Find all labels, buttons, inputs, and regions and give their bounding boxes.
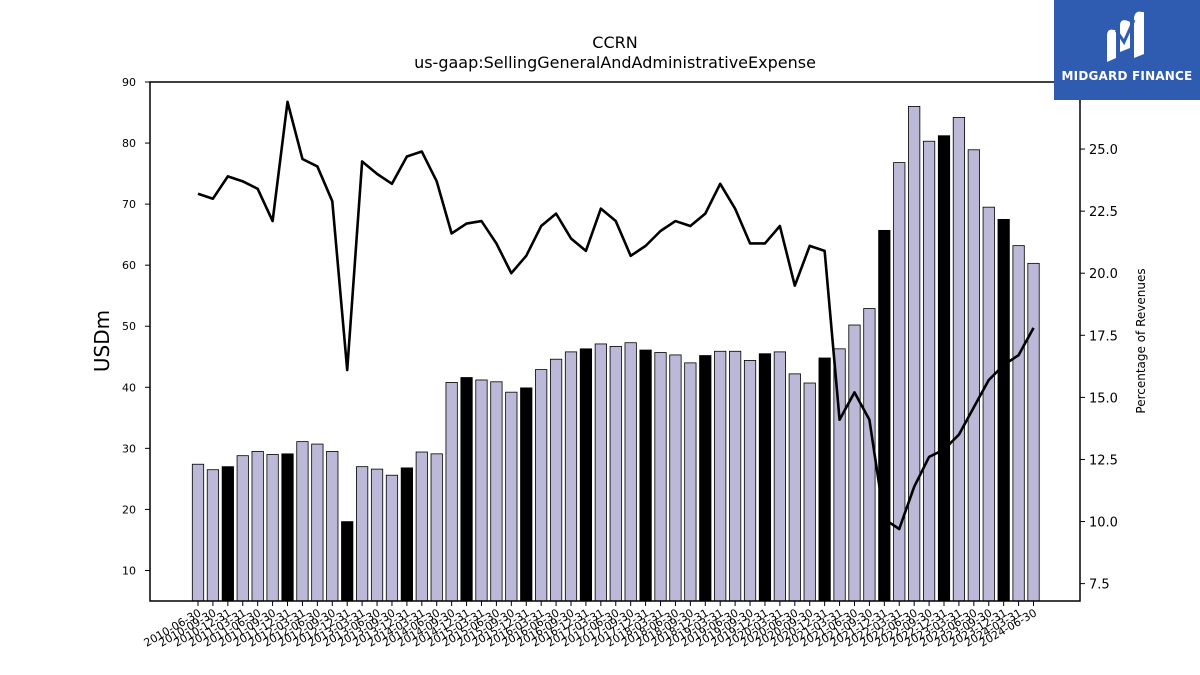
bar <box>729 350 742 602</box>
chart-title: CCRN <box>592 33 637 52</box>
bar <box>549 358 563 602</box>
bars-group <box>191 106 1040 602</box>
bar <box>788 373 801 602</box>
bar <box>251 451 264 602</box>
y2-tick-label: 7.5 <box>1089 578 1110 593</box>
bar <box>967 149 980 602</box>
bar <box>818 357 831 602</box>
bar <box>400 467 413 602</box>
bar <box>341 521 354 602</box>
bar <box>445 382 458 602</box>
logo-text: MIDGARD FINANCE <box>1061 69 1193 83</box>
bar <box>415 451 428 602</box>
y-axis-label: USDm <box>90 310 114 372</box>
bar <box>624 342 637 602</box>
bar <box>997 218 1010 602</box>
y-tick-label: 30 <box>122 442 136 455</box>
bar <box>370 468 384 602</box>
bar <box>535 369 548 602</box>
bar <box>564 351 578 602</box>
y-tick-label: 70 <box>122 198 136 211</box>
bar <box>952 117 966 602</box>
bar <box>206 469 220 602</box>
bar <box>669 354 682 602</box>
y-tick-label: 90 <box>122 76 136 89</box>
bar <box>490 381 503 602</box>
y2-tick-label: 25.0 <box>1089 143 1118 158</box>
axes-group: 10 20 30 40 50 60 70 80 90 7.5 10.0 12.5 15.0 17.5 20.… <box>122 76 1118 650</box>
bar <box>356 466 369 602</box>
bar <box>773 351 786 602</box>
bar <box>609 345 622 602</box>
chart-subtitle: us-gaap:SellingGeneralAndAdministrativeE… <box>414 53 816 72</box>
bar <box>505 391 518 602</box>
bar <box>803 382 816 602</box>
y-tick-label: 50 <box>122 320 136 333</box>
bar <box>922 140 936 602</box>
y-tick-label: 60 <box>122 259 136 272</box>
bar <box>714 350 727 602</box>
bar <box>893 162 906 602</box>
y2-axis-label: Percentage of Revenues <box>1134 268 1148 413</box>
bar <box>654 352 667 602</box>
logo-mark-icon <box>1107 11 1144 63</box>
bar <box>311 443 324 602</box>
plot-frame <box>149 81 1081 602</box>
bar <box>460 377 473 602</box>
y2-tick-label: 20.0 <box>1089 267 1118 282</box>
bar <box>191 463 205 602</box>
bar <box>1027 262 1040 602</box>
bar <box>236 455 249 602</box>
y-tick-label: 40 <box>122 381 136 394</box>
bar <box>982 206 995 602</box>
bar <box>266 454 279 602</box>
bar <box>296 441 309 602</box>
bar <box>475 379 488 602</box>
bar <box>937 135 951 602</box>
y-tick-label: 20 <box>122 503 136 516</box>
bar <box>1012 245 1025 602</box>
bar <box>594 343 607 602</box>
bar <box>639 349 652 602</box>
y2-tick-label: 17.5 <box>1089 329 1118 344</box>
midgard-finance-logo: MIDGARD FINANCE <box>1054 0 1200 100</box>
bar <box>281 453 294 602</box>
bar <box>848 324 861 602</box>
y2-tick-label: 22.5 <box>1089 205 1118 220</box>
ratio-line-group <box>197 100 1035 531</box>
y2-tick-label: 10.0 <box>1089 516 1118 531</box>
bar <box>520 387 533 602</box>
y-tick-label: 10 <box>122 564 136 577</box>
bar <box>758 353 772 602</box>
y2-tick-label: 15.0 <box>1089 391 1118 406</box>
bar <box>430 453 443 602</box>
y2-tick-label: 12.5 <box>1089 453 1118 468</box>
y-tick-label: 80 <box>122 137 136 150</box>
bar <box>878 229 891 602</box>
bar <box>699 355 712 602</box>
bar <box>743 360 757 602</box>
bar <box>385 474 399 602</box>
bar <box>684 362 697 602</box>
bar <box>579 348 593 602</box>
bar <box>221 466 234 602</box>
bar <box>326 451 339 602</box>
bar <box>908 106 921 602</box>
ratio-line <box>197 100 1035 531</box>
